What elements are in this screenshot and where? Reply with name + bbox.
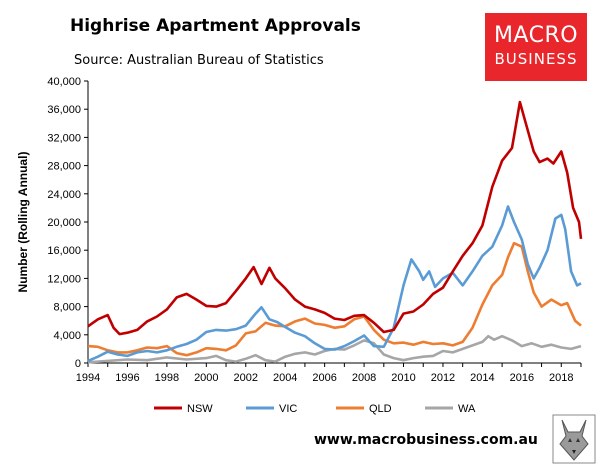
x-tick-label: 2018 — [549, 372, 573, 384]
x-tick-label: 1998 — [155, 372, 179, 384]
x-tick-label: 2006 — [312, 372, 336, 384]
y-tick-label: 40,000 — [47, 76, 81, 88]
logo-line-1: MACRO — [493, 23, 579, 48]
chart-series — [87, 100, 583, 364]
x-tick-label: 2000 — [194, 372, 218, 384]
y-tick-label: 16,000 — [47, 245, 81, 257]
series-line-qld — [87, 241, 582, 357]
legend-label-vic: VIC — [279, 403, 297, 415]
y-tick-label: 32,000 — [47, 132, 81, 144]
chart-subtitle: Source: Australian Bureau of Statistics — [74, 53, 324, 68]
website-url: www.macrobusiness.com.au — [314, 432, 538, 448]
x-tick-label: 1996 — [115, 372, 139, 384]
y-tick-label: 20,000 — [47, 217, 81, 229]
x-tick-label: 1994 — [76, 372, 100, 384]
y-axis-label: Number (Rolling Annual) — [16, 152, 30, 293]
legend-label-nsw: NSW — [187, 403, 213, 415]
x-tick-label: 2014 — [470, 372, 494, 384]
x-tick-label: 2016 — [510, 372, 534, 384]
macrobusiness-logo: MACRO BUSINESS — [485, 13, 587, 81]
wolf-logo-icon — [552, 414, 596, 464]
legend-label-qld: QLD — [369, 403, 392, 415]
y-tick-label: 24,000 — [47, 189, 81, 201]
y-tick-label: 12,000 — [47, 273, 81, 285]
y-tick-label: 8,000 — [53, 302, 81, 314]
x-tick-label: 2002 — [234, 372, 258, 384]
x-tick-label: 2008 — [352, 372, 376, 384]
chart-legend: NSW VIC QLD WA — [154, 403, 476, 415]
y-tick-label: 4,000 — [53, 330, 81, 342]
y-tick-label: 36,000 — [47, 104, 81, 116]
x-tick-label: 2010 — [391, 372, 415, 384]
logo-line-2: BUSINESS — [494, 50, 578, 68]
chart-title: Highrise Apartment Approvals — [70, 16, 361, 36]
legend-label-wa: WA — [458, 403, 476, 415]
x-tick-label: 2012 — [431, 372, 455, 384]
y-tick-label: 0 — [75, 358, 81, 370]
x-tick-label: 2004 — [273, 372, 297, 384]
series-line-nsw — [87, 100, 583, 336]
series-line-vic — [87, 205, 582, 363]
chart-axes: 0 4,000 8,000 12,000 16,000 20,000 24,000 28,00… — [16, 76, 582, 384]
y-tick-label: 28,000 — [47, 161, 81, 173]
